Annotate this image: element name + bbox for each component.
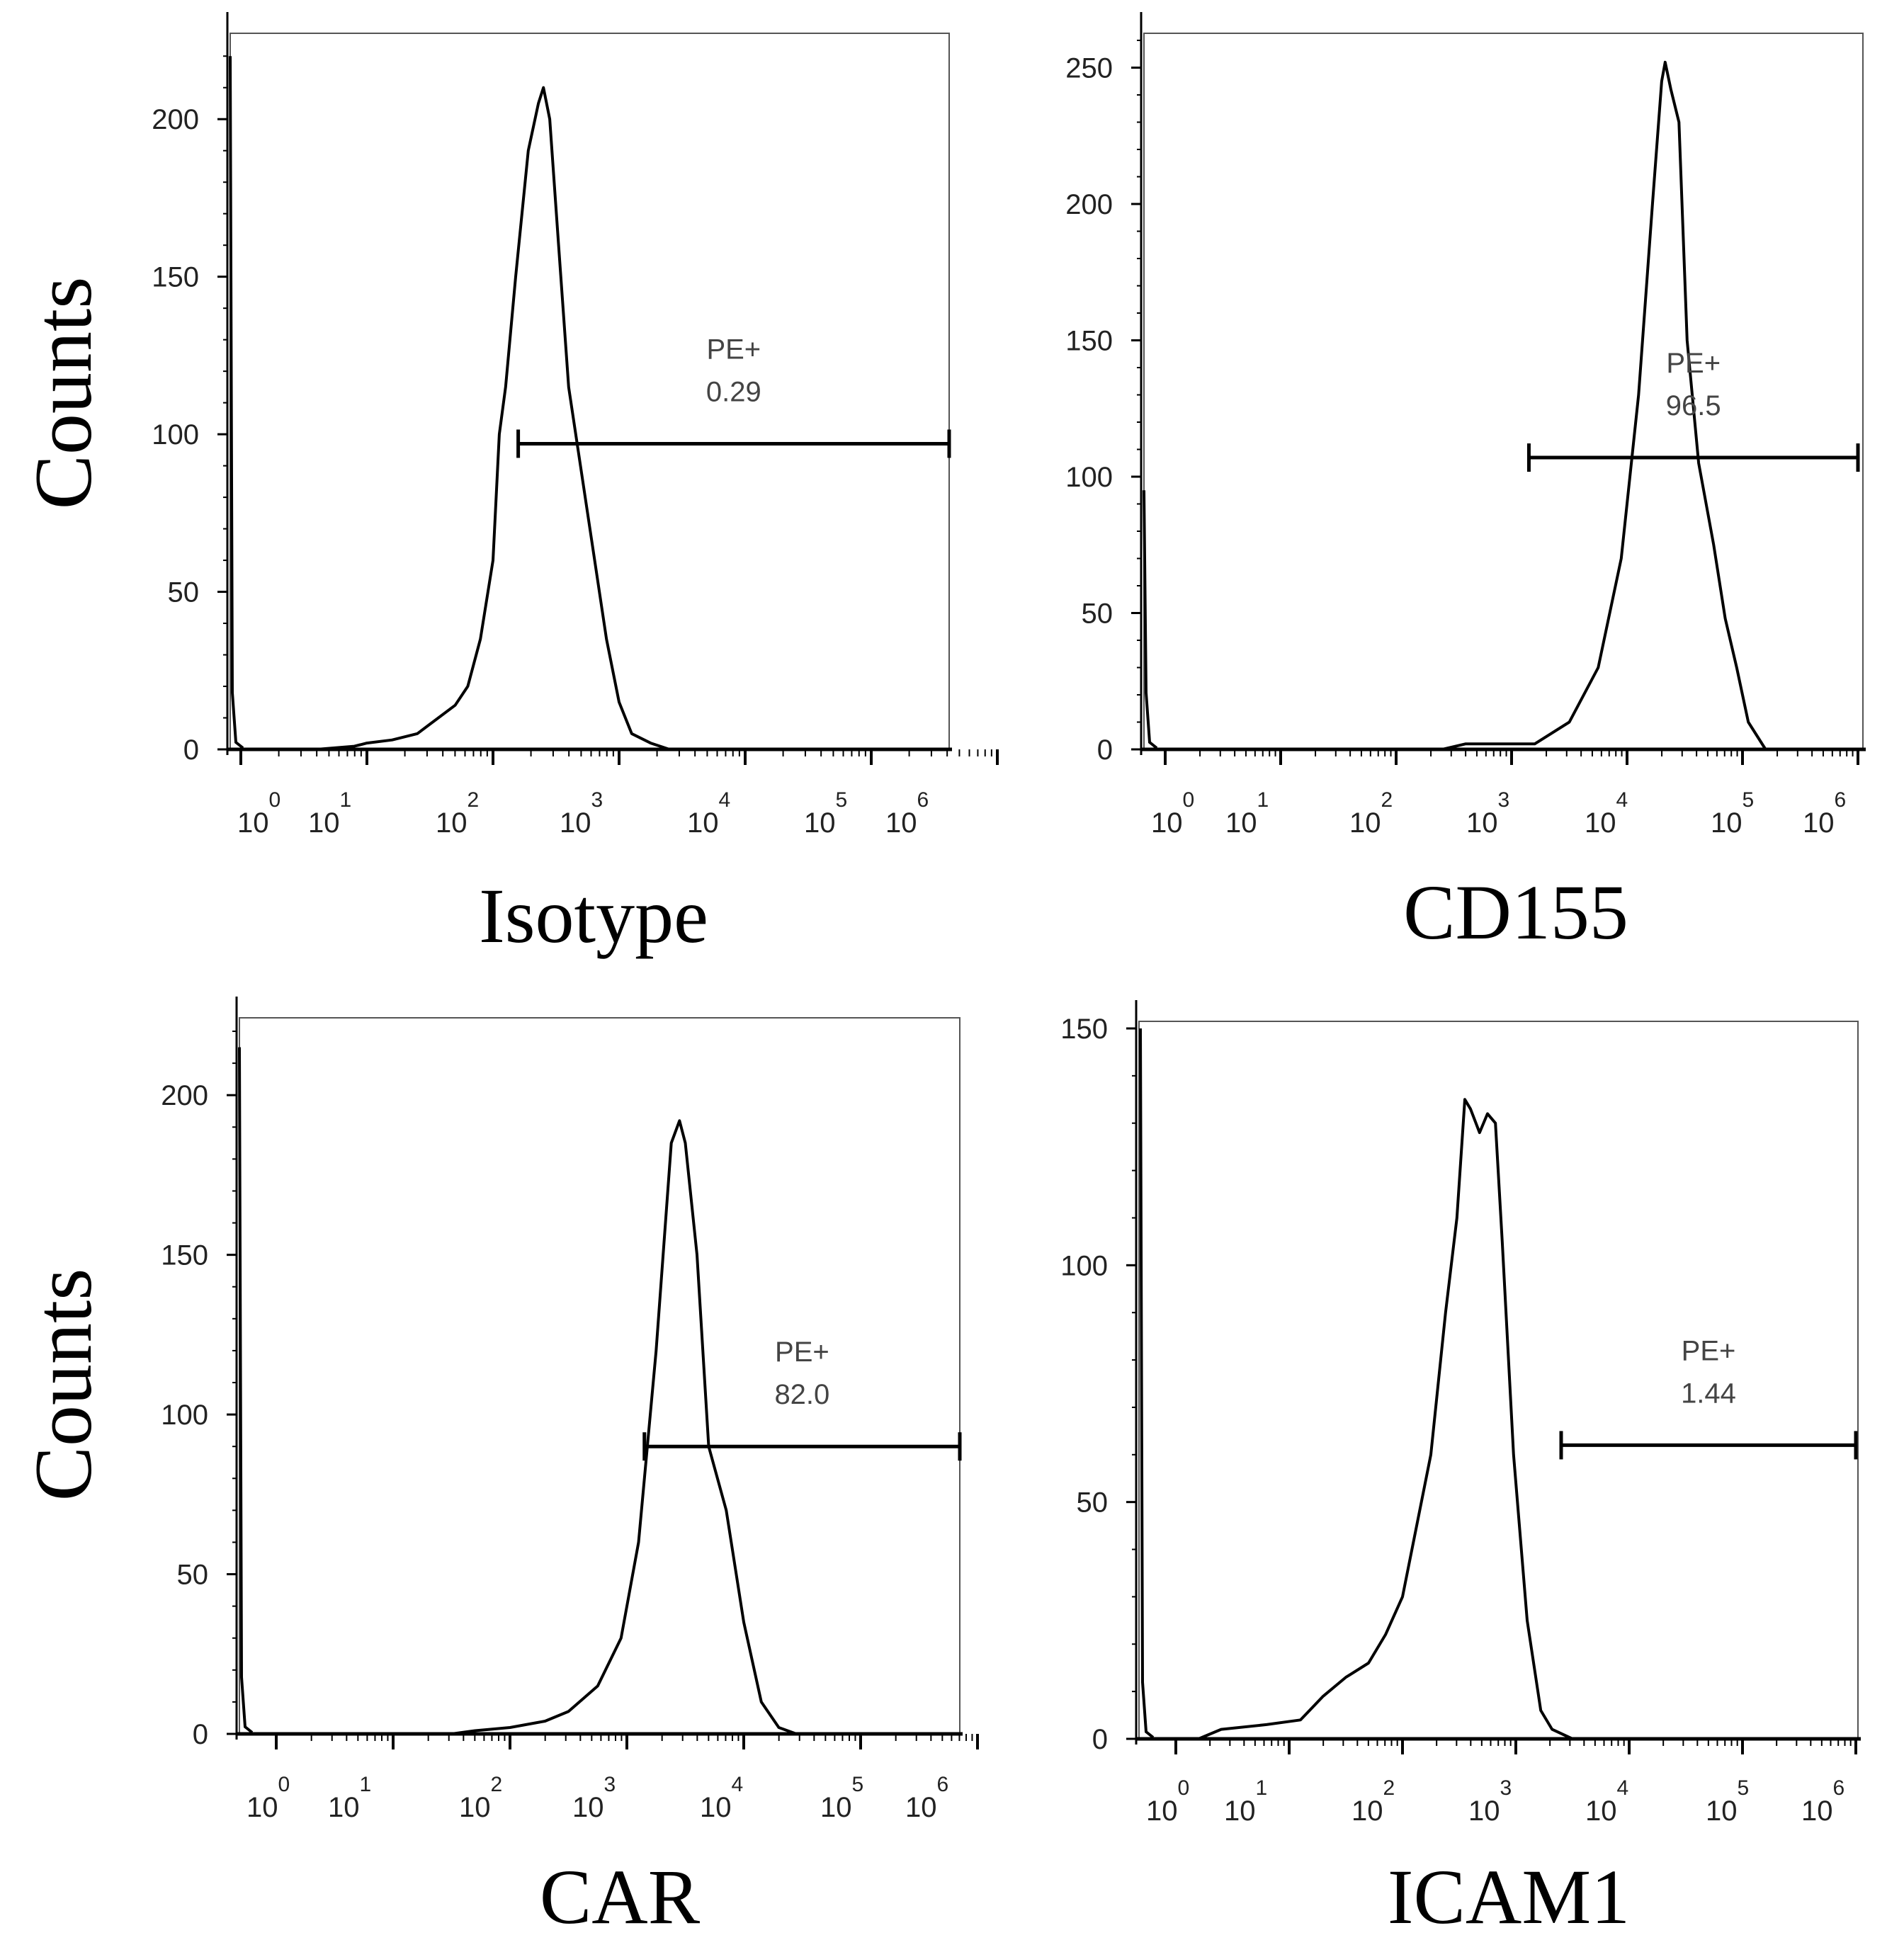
y-tick-label: 50	[1077, 1487, 1109, 1519]
panel-title-cd155: CD155	[1403, 869, 1628, 955]
y-tick-label: 100	[1060, 1250, 1108, 1281]
y-tick-label: 250	[1065, 53, 1113, 84]
gate-value-isotype: 0.29	[706, 376, 761, 407]
histogram-spike-isotype	[229, 56, 244, 749]
y-tick-label: 100	[152, 419, 199, 450]
histogram-curve-car	[276, 1119, 960, 1735]
y-tick-label: 200	[1065, 189, 1113, 220]
x-tick-label: 105	[820, 1773, 863, 1823]
gate-label-icam1: PE+	[1682, 1335, 1736, 1366]
x-tick-label: 104	[700, 1773, 743, 1823]
y-tick-label: 0	[193, 1719, 208, 1750]
gate-value-cd155: 96.5	[1666, 390, 1721, 421]
x-tick-label: 105	[804, 788, 847, 839]
y-tick-label: 150	[152, 262, 199, 293]
histogram-curve-icam1	[1176, 1098, 1856, 1740]
y-tick-label: 0	[183, 734, 199, 766]
x-tick-label: 102	[436, 788, 479, 839]
plot-frame-isotype	[230, 33, 950, 749]
x-tick-label: 103	[572, 1773, 616, 1823]
gate-value-car: 82.0	[774, 1379, 829, 1410]
x-tick-label: 101	[308, 788, 351, 839]
y-tick-label: 150	[161, 1240, 208, 1271]
y-tick-label: 100	[1065, 462, 1113, 493]
x-tick-label: 100	[237, 788, 280, 839]
x-tick-label: 105	[1706, 1776, 1749, 1827]
y-tick-label: 100	[161, 1400, 208, 1431]
panel-icam1: 0 50 100 150 100 101 102 103 104 105 106 PE+ 1.44	[1060, 1000, 1861, 1827]
gate-label-isotype: PE+	[706, 334, 761, 365]
histogram-curve-isotype	[243, 86, 949, 751]
histogram-spike-car	[238, 1047, 254, 1734]
x-tick-label: 103	[1466, 788, 1509, 839]
panel-title-car: CAR	[540, 1854, 701, 1940]
x-tick-label: 106	[1803, 788, 1846, 839]
x-tick-label: 102	[1349, 788, 1393, 839]
histogram-curve-cd155	[1165, 60, 1858, 751]
y-tick-label: 50	[168, 577, 200, 608]
x-tick-label: 100	[1151, 788, 1194, 839]
gate-label-car: PE+	[775, 1337, 829, 1368]
x-tick-label: 102	[1352, 1776, 1395, 1827]
y-tick-label: 50	[1082, 599, 1114, 630]
x-tick-label: 104	[1585, 1776, 1628, 1827]
panel-cd155: 0 50 100 150 200 250 100 101 102 103 104 105 106 PE+ 9…	[1065, 12, 1866, 839]
x-tick-label: 105	[1711, 788, 1754, 839]
x-tick-label: 100	[246, 1773, 290, 1823]
x-tick-label: 106	[885, 788, 929, 839]
y-tick-label: 0	[1097, 734, 1113, 766]
panel-isotype: 0 50 100 150 200 100 101 102 103 104 105 106 PE+ 0.29	[152, 12, 999, 839]
x-tick-label: 104	[687, 788, 730, 839]
x-tick-label: 103	[560, 788, 603, 839]
plot-frame-car	[239, 1017, 960, 1734]
gate-value-icam1: 1.44	[1681, 1378, 1736, 1409]
x-tick-label: 102	[459, 1773, 502, 1823]
x-tick-label: 104	[1585, 788, 1628, 839]
x-tick-label: 106	[1801, 1776, 1844, 1827]
y-tick-label: 200	[152, 104, 199, 135]
x-tick-label: 101	[1224, 1776, 1267, 1827]
x-tick-label: 101	[328, 1773, 371, 1823]
panel-title-isotype: Isotype	[479, 873, 708, 959]
panel-title-icam1: ICAM1	[1388, 1854, 1630, 1940]
y-axis-title-top: Counts	[18, 277, 109, 510]
histogram-spike-icam1	[1139, 1028, 1155, 1739]
y-tick-label: 150	[1060, 1014, 1108, 1045]
x-tick-label: 100	[1146, 1776, 1189, 1827]
x-tick-label: 103	[1468, 1776, 1512, 1827]
panel-car: 0 50 100 150 200 100 101 102 103 104 105 106 PE+ 82.0	[161, 997, 979, 1823]
gate-label-cd155: PE+	[1666, 348, 1721, 379]
y-tick-label: 200	[161, 1080, 208, 1111]
y-tick-label: 0	[1092, 1724, 1108, 1755]
y-tick-label: 150	[1065, 326, 1113, 357]
y-tick-label: 50	[177, 1560, 209, 1591]
plot-frame-icam1	[1138, 1021, 1859, 1739]
x-tick-label: 101	[1225, 788, 1269, 839]
histogram-spike-cd155	[1143, 490, 1158, 749]
x-tick-label: 106	[905, 1773, 948, 1823]
y-axis-title-bottom: Counts	[18, 1269, 109, 1502]
plot-frame-cd155	[1143, 33, 1864, 749]
